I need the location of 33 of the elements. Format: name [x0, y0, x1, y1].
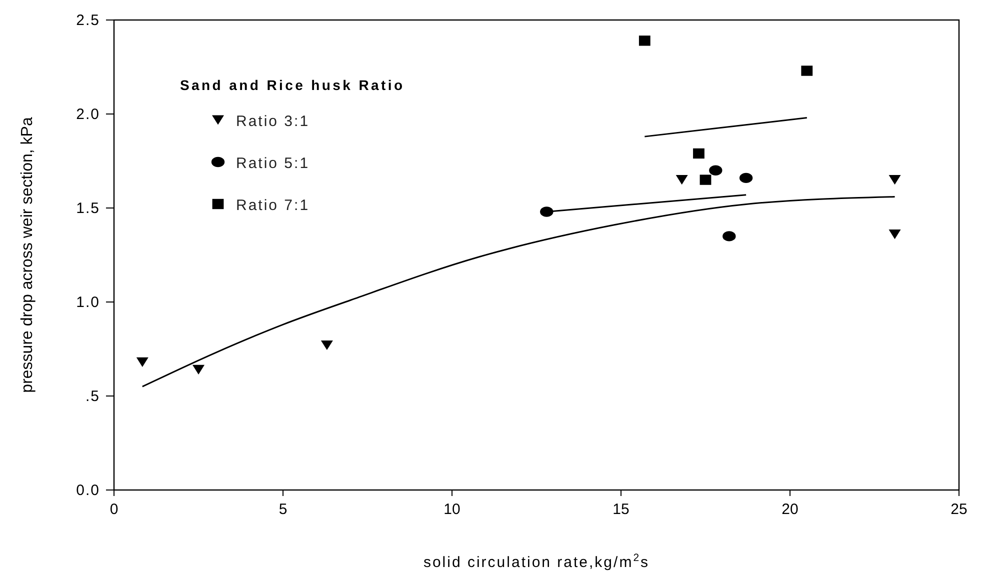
- y-tick-label: 1.0: [76, 294, 100, 311]
- point: [320, 340, 333, 350]
- point: [638, 36, 650, 46]
- x-tick-label: 5: [278, 501, 288, 518]
- x-tick-label: 0: [110, 501, 118, 518]
- y-tick-label: 0.0: [76, 482, 100, 499]
- x-axis-title: solid circulation rate,kg/m$^{2}$s: [423, 552, 650, 571]
- y-tick-label: .5: [85, 388, 100, 405]
- y-tick-label: 2.0: [76, 106, 100, 123]
- point: [722, 231, 736, 242]
- y-tick-label: 1.5: [76, 200, 100, 217]
- x-tick-label: 10: [444, 501, 460, 518]
- point: [709, 165, 722, 176]
- legend-title: Sand and Rice husk Ratio: [180, 77, 405, 93]
- point: [739, 172, 753, 184]
- point: [700, 174, 712, 185]
- y-axis-title: pressure drop across weir section, kPa: [19, 117, 36, 393]
- legend-label: Ratio 7:1: [236, 197, 310, 214]
- line-series: [142, 196, 896, 388]
- point: [192, 364, 204, 374]
- point: [693, 148, 704, 159]
- point: [136, 357, 148, 367]
- y-tick-label: 2.5: [76, 12, 100, 29]
- point: [540, 206, 554, 217]
- legend-label: Ratio 3:1: [236, 113, 310, 130]
- x-tick-label: 15: [612, 501, 630, 518]
- legend-label: Ratio 5:1: [236, 155, 310, 172]
- point: [676, 175, 688, 185]
- point: [888, 175, 901, 185]
- x-tick-label: 25: [950, 501, 968, 518]
- point: [801, 66, 813, 76]
- x-tick-label: 20: [782, 501, 798, 518]
- point: [888, 230, 901, 240]
